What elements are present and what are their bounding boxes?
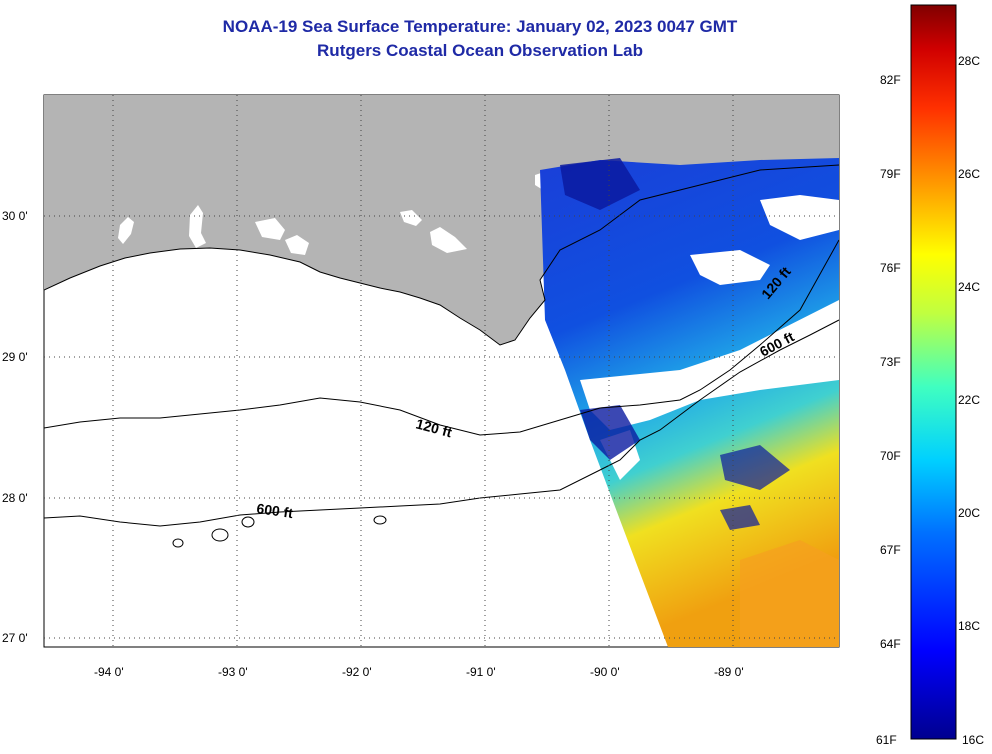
lat-label: 29 0' — [2, 350, 28, 364]
isobath-120ft — [44, 239, 839, 436]
land-mass — [44, 95, 839, 345]
colorbar-f-label: 82F — [880, 73, 901, 87]
colorbar-f-label: 76F — [880, 261, 901, 275]
lon-label: -91 0' — [466, 665, 496, 679]
colorbar-f-label: 67F — [880, 543, 901, 557]
land-lake — [118, 217, 134, 244]
colorbar-c-label: 16C — [962, 733, 985, 747]
shoal-contour — [172, 538, 184, 548]
colorbar-c-label: 26C — [958, 167, 981, 181]
colorbar-c-label: 18C — [958, 619, 981, 633]
colorbar-c-label: 28C — [958, 54, 981, 68]
shoal-contour — [211, 528, 229, 542]
lat-label: 27 0' — [2, 631, 28, 645]
lat-label: 28 0' — [2, 491, 28, 505]
colorbar-c-label: 20C — [958, 506, 981, 520]
coastline — [44, 164, 839, 346]
colorbar-c-label: 24C — [958, 280, 981, 294]
shoal-contour — [373, 515, 387, 525]
land-lake — [255, 218, 285, 240]
cold-patch — [560, 158, 640, 210]
land-lake — [430, 227, 467, 253]
colorbar-f-label: 61F — [876, 733, 897, 747]
colorbar-f-label: 70F — [880, 449, 901, 463]
cold-patch — [720, 445, 790, 490]
land-lake — [400, 210, 422, 226]
colorbar-f-label: 73F — [880, 355, 901, 369]
cloud-gap — [690, 250, 770, 285]
cloud-gap — [580, 300, 839, 430]
colorbar — [910, 4, 957, 740]
lon-label: -89 0' — [714, 665, 744, 679]
lon-label: -94 0' — [94, 665, 124, 679]
graticule — [44, 95, 839, 647]
colorbar-f-label: 79F — [880, 167, 901, 181]
isobath-label: 600 ft — [256, 500, 295, 521]
lon-label: -93 0' — [218, 665, 248, 679]
cloud-gap — [760, 195, 839, 240]
lon-label: -90 0' — [590, 665, 620, 679]
land-lake — [189, 205, 206, 248]
cold-patch — [720, 505, 760, 530]
colorbar-f-label: 64F — [880, 637, 901, 651]
warm-patch — [740, 540, 839, 647]
colorbar-c-label: 22C — [958, 393, 981, 407]
land-lake — [285, 235, 309, 255]
cold-patch — [580, 405, 640, 460]
map-title: NOAA-19 Sea Surface Temperature: January… — [222, 17, 738, 36]
shoal-contour — [241, 516, 255, 528]
map-subtitle: Rutgers Coastal Ocean Observation Lab — [317, 41, 643, 60]
lon-label: -92 0' — [342, 665, 372, 679]
lat-label: 30 0' — [2, 209, 28, 223]
